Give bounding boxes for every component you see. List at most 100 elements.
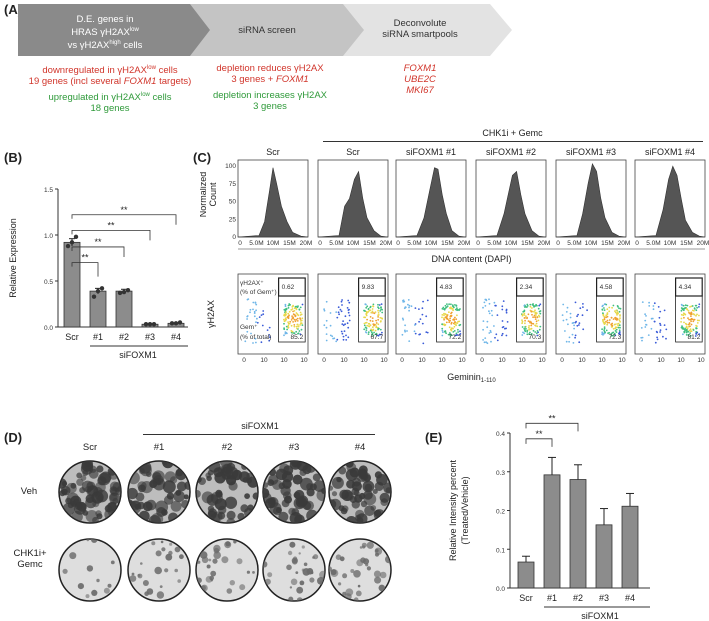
- dot: [612, 318, 615, 320]
- colony: [366, 566, 371, 571]
- colony: [110, 560, 115, 565]
- dot: [608, 310, 611, 313]
- colony: [85, 494, 95, 503]
- dot: [659, 324, 662, 326]
- dot: [296, 327, 298, 330]
- dot: [601, 333, 603, 335]
- dot: [680, 303, 683, 306]
- step1-text: D.E. genes in HRAS γH2AXlow vs γH2AXhigh…: [67, 14, 143, 52]
- dot: [695, 324, 697, 327]
- dot: [421, 322, 424, 325]
- colony: [170, 500, 182, 512]
- scatter-xtick-0-2: 10: [280, 357, 288, 364]
- colony: [330, 569, 339, 577]
- top-pct-0: 0.62: [282, 284, 295, 291]
- scatter-xtick-2-2: 10: [438, 357, 446, 364]
- colony: [329, 566, 333, 572]
- hist-xtick-2-1: 5.0M: [407, 240, 421, 247]
- dot: [342, 324, 345, 327]
- dot: [603, 303, 606, 306]
- colony: [160, 540, 164, 544]
- gene-2: UBE2C: [404, 74, 436, 85]
- hist-xtick-1-1: 5.0M: [329, 240, 343, 247]
- dot: [578, 324, 580, 326]
- dot: [446, 303, 448, 305]
- dot: [295, 312, 298, 314]
- colony: [88, 468, 99, 479]
- dot: [381, 317, 384, 320]
- colony: [137, 573, 143, 579]
- dot: [682, 309, 685, 312]
- colony: [224, 496, 238, 509]
- dot: [426, 331, 429, 334]
- bottom-pct-1: 67.7: [371, 334, 384, 341]
- dot: [266, 329, 269, 331]
- dot: [365, 312, 368, 315]
- dot: [605, 314, 608, 317]
- colony: [362, 558, 370, 565]
- scatter-xtick-2-3: 10: [458, 357, 466, 364]
- dot: [447, 333, 450, 336]
- x-tick-label-2: #2: [573, 593, 583, 603]
- dot: [340, 310, 343, 313]
- dot: [249, 311, 251, 314]
- dot: [569, 316, 572, 319]
- colony: [196, 490, 201, 498]
- colony: [129, 575, 137, 582]
- colony: [229, 580, 235, 586]
- dot: [408, 309, 410, 312]
- colony: [358, 465, 368, 475]
- scatter-frame-3: [475, 273, 547, 355]
- y-axis-label-2: (Treated/Vehicle): [460, 476, 470, 544]
- dot: [455, 304, 458, 307]
- dot: [363, 322, 366, 325]
- dot: [616, 311, 619, 313]
- colony: [280, 485, 291, 496]
- dot: [687, 334, 690, 336]
- dot: [564, 330, 566, 332]
- colony: [379, 571, 387, 579]
- panel-c-letter: (C): [193, 150, 212, 165]
- dot: [255, 321, 257, 324]
- dot: [252, 301, 255, 304]
- dot: [486, 320, 489, 323]
- header-line: [323, 141, 703, 142]
- dot: [402, 301, 405, 303]
- dot: [523, 312, 526, 315]
- dot: [486, 342, 489, 345]
- dot: [379, 310, 382, 312]
- dot: [602, 320, 604, 323]
- colony: [206, 494, 219, 506]
- colony: [350, 569, 355, 573]
- dot: [573, 324, 575, 327]
- dot: [344, 323, 346, 326]
- dot: [535, 314, 537, 316]
- dot: [401, 317, 404, 320]
- dot: [505, 334, 508, 337]
- colony: [360, 500, 368, 508]
- dot: [372, 303, 375, 306]
- colony: [164, 568, 169, 573]
- dot: [681, 308, 684, 311]
- dot: [445, 313, 447, 316]
- gate-top-label-1: γH2AX⁺: [240, 280, 264, 287]
- data-point-4-2: [177, 320, 183, 325]
- colony: [289, 586, 293, 589]
- dot: [524, 319, 526, 322]
- dot: [534, 316, 536, 318]
- dot: [366, 324, 369, 327]
- x-tick-label-0: Scr: [65, 332, 79, 342]
- dot: [496, 314, 499, 316]
- dot: [608, 321, 611, 324]
- dot: [246, 318, 248, 320]
- gate-bottom-label-2: (% of total): [240, 334, 271, 341]
- dot: [293, 318, 296, 321]
- colony: [161, 547, 166, 552]
- colony: [213, 547, 220, 554]
- dot: [256, 317, 258, 320]
- dot: [493, 301, 496, 304]
- hist-xtick-2-2: 10M: [425, 240, 438, 247]
- dot: [451, 304, 454, 307]
- scatter-xtick-5-0: 0: [639, 357, 643, 364]
- colony: [207, 469, 214, 476]
